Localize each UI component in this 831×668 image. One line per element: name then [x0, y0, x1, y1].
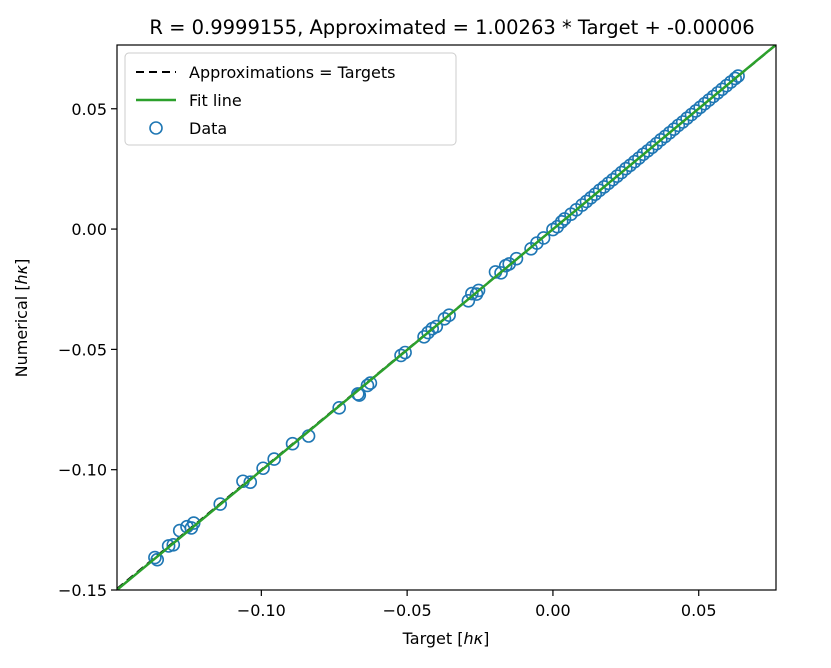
- x-tick-label: 0.00: [535, 601, 571, 620]
- data-point: [605, 172, 620, 187]
- legend-fit-label: Fit line: [189, 91, 242, 110]
- data-point: [360, 378, 375, 393]
- data-point: [680, 111, 694, 125]
- data-point: [614, 165, 629, 180]
- data-point: [186, 516, 201, 530]
- data-point: [706, 89, 721, 104]
- data-point: [627, 154, 642, 169]
- data-point: [584, 190, 598, 205]
- legend-data-swatch: [149, 121, 163, 135]
- data-point: [632, 151, 646, 165]
- data-point: [394, 348, 408, 363]
- data-point: [693, 100, 707, 115]
- data-point: [592, 183, 607, 198]
- data-point: [363, 376, 378, 390]
- y-tick-label: −0.05: [58, 340, 107, 359]
- data-point: [719, 78, 734, 93]
- data-point: [684, 107, 699, 122]
- data-point: [465, 286, 479, 301]
- data-point: [471, 283, 486, 298]
- data-point: [166, 537, 181, 552]
- legend: Approximations = Targets Fit line Data: [124, 52, 457, 146]
- fit-line: [117, 45, 776, 590]
- data-point: [728, 71, 742, 86]
- data-point: [550, 219, 565, 234]
- data-point: [658, 129, 672, 144]
- data-point: [536, 231, 551, 245]
- data-point: [243, 475, 258, 490]
- data-point: [575, 198, 589, 212]
- scatter-points: [148, 69, 745, 567]
- data-point: [654, 133, 668, 147]
- data-point: [667, 122, 681, 137]
- data-point: [619, 161, 633, 176]
- data-point: [662, 126, 677, 140]
- data-point: [285, 436, 300, 451]
- data-point: [597, 180, 611, 194]
- x-tick-label: −0.10: [237, 601, 286, 620]
- data-point: [579, 194, 594, 209]
- data-point: [731, 69, 745, 83]
- data-point: [588, 187, 603, 201]
- y-tick-label: −0.10: [58, 461, 107, 480]
- data-point: [689, 104, 703, 118]
- data-point: [417, 330, 431, 344]
- data-point: [150, 552, 165, 567]
- x-tick-label: 0.05: [681, 601, 717, 620]
- data-point: [671, 118, 686, 133]
- data-point: [610, 169, 624, 183]
- legend-box: [124, 52, 457, 146]
- data-point: [623, 158, 638, 173]
- data-point: [649, 136, 664, 151]
- y-axis-label: Numerical [hκ]: [12, 259, 31, 378]
- data-point: [645, 140, 659, 155]
- data-point: [554, 215, 569, 229]
- x-tick-label: −0.05: [383, 601, 432, 620]
- data-point: [509, 251, 524, 266]
- y-tick-label: −0.15: [58, 581, 107, 600]
- data-point: [442, 308, 456, 323]
- data-point: [640, 144, 655, 158]
- plot-frame: [116, 44, 777, 591]
- data-point: [702, 93, 716, 107]
- x-axis-label: Target [hκ]: [402, 629, 490, 648]
- x-axis-ticks: −0.10 −0.05 0.00 0.05: [237, 590, 717, 620]
- legend-identity-label: Approximations = Targets: [189, 63, 395, 82]
- data-point: [332, 401, 346, 415]
- data-point: [267, 452, 281, 466]
- plot-area: [117, 45, 776, 590]
- data-point: [675, 115, 690, 129]
- data-point: [429, 319, 444, 334]
- data-point: [148, 550, 162, 565]
- data-point: [636, 147, 651, 162]
- y-tick-label: 0.05: [71, 100, 107, 119]
- data-point: [351, 387, 365, 401]
- data-point: [697, 96, 712, 111]
- data-point: [256, 461, 270, 476]
- y-axis-ticks: −0.15 −0.10 −0.05 0.00 0.05: [58, 100, 117, 600]
- data-point: [213, 497, 228, 511]
- data-point: [461, 293, 476, 308]
- data-point: [398, 345, 412, 360]
- legend-data-label: Data: [189, 119, 227, 138]
- data-point: [715, 82, 729, 97]
- chart-title: R = 0.9999155, Approximated = 1.00263 * …: [149, 16, 754, 39]
- data-point: [601, 176, 616, 191]
- data-point: [710, 86, 725, 100]
- y-tick-label: 0.00: [71, 220, 107, 239]
- data-point: [494, 266, 508, 280]
